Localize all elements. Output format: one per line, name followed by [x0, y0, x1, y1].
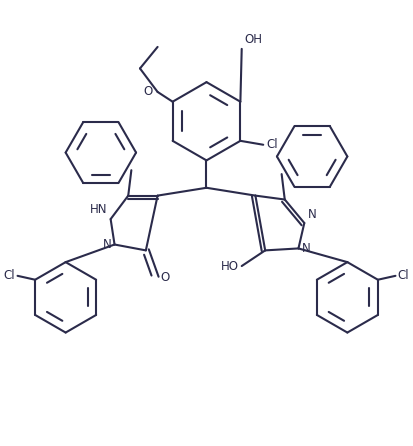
Text: N: N	[308, 208, 317, 221]
Text: HN: HN	[90, 203, 107, 216]
Text: O: O	[160, 271, 170, 284]
Text: OH: OH	[245, 33, 263, 46]
Text: Cl: Cl	[398, 269, 409, 282]
Text: N: N	[302, 242, 311, 255]
Text: N: N	[103, 238, 112, 251]
Text: Cl: Cl	[4, 269, 15, 282]
Text: Cl: Cl	[266, 138, 278, 151]
Text: HO: HO	[221, 260, 239, 273]
Text: O: O	[144, 86, 153, 99]
